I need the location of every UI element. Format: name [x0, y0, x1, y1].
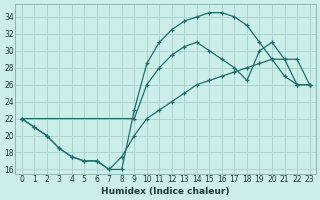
X-axis label: Humidex (Indice chaleur): Humidex (Indice chaleur): [101, 187, 230, 196]
